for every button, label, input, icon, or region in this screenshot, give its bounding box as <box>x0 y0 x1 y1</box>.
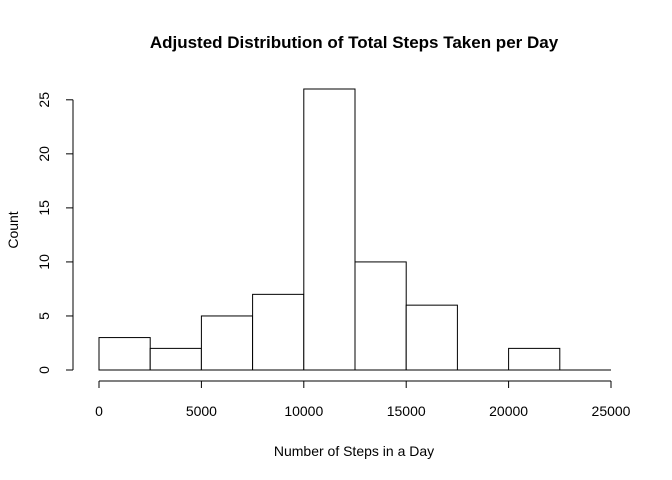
y-tick-label: 25 <box>36 92 52 108</box>
histogram-bar <box>200 315 254 371</box>
y-tick-label: 10 <box>36 254 52 270</box>
y-axis: 0 5 10 15 20 25 <box>36 92 74 374</box>
y-tick-label: 0 <box>36 366 52 374</box>
x-tick-label: 10000 <box>284 403 323 419</box>
x-axis-label: Number of Steps in a Day <box>274 443 434 459</box>
x-tick-label: 0 <box>95 403 103 419</box>
y-tick-label: 20 <box>36 146 52 162</box>
histogram-bar <box>405 304 458 371</box>
histogram-bar <box>252 293 305 371</box>
x-tick-label: 5000 <box>186 403 217 419</box>
y-axis-label: Count <box>5 211 21 248</box>
histogram-bar <box>149 347 202 371</box>
x-tick-label: 20000 <box>489 403 528 419</box>
y-tick-label: 15 <box>36 200 52 216</box>
histogram-bar <box>508 347 561 371</box>
histogram-bar <box>354 261 407 371</box>
x-tick-label: 15000 <box>387 403 426 419</box>
x-axis: 0 5000 10000 15000 20000 25000 <box>95 380 631 419</box>
bars-group <box>98 88 611 371</box>
y-tick-label: 5 <box>36 312 52 320</box>
histogram-bar <box>303 88 356 371</box>
x-tick-label: 25000 <box>592 403 631 419</box>
histogram-bar <box>98 337 151 371</box>
chart-title: Adjusted Distribution of Total Steps Tak… <box>150 33 559 52</box>
